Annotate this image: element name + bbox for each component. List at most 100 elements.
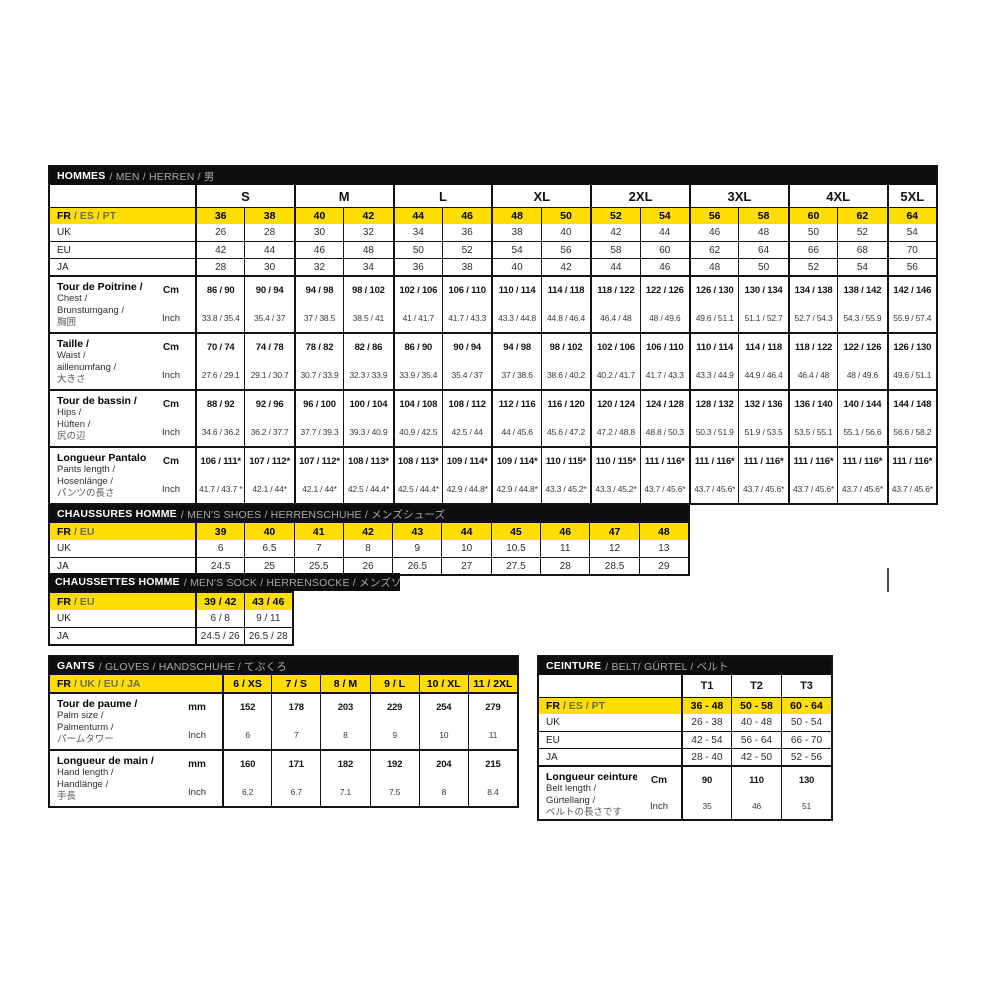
hommes-value-top: 70 / 74 <box>206 342 235 354</box>
belt-unit-cell: Cm Inch <box>637 767 681 819</box>
hommes-value-bottom: 37 / 38.6 <box>501 370 533 381</box>
hommes-value-top: 74 / 78 <box>255 342 284 354</box>
gloves-measure-value-cell: 215 8.4 <box>467 751 517 806</box>
gloves-measure-value-cell: 160 6.2 <box>222 751 271 806</box>
hommes-value-bottom: 30.7 / 33.9 <box>300 370 339 381</box>
hommes-measure-value-cell: 114 / 118 44.8 / 46.4 <box>540 277 590 332</box>
hommes-measure-value-cell: 106 / 111* 41.7 / 43.7 * <box>195 448 244 503</box>
hommes-value-top: 78 / 82 <box>305 342 334 354</box>
belt-value-cell: 28 - 40 <box>681 749 731 765</box>
hommes-value-bottom: 39.3 / 40.9 <box>349 427 388 438</box>
hommes-value-top: 106 / 110 <box>646 342 684 354</box>
gloves-measure-value-cell: 152 6 <box>222 694 271 749</box>
hommes-value-bottom: 48 / 49.6 <box>846 370 879 381</box>
belt-fr-label-secondary: / ES / PT <box>563 700 606 712</box>
hommes-value-cell: 30 <box>293 224 343 241</box>
hommes-unit-bottom: Inch <box>162 483 180 495</box>
shoes-value-cell: 9 <box>392 540 441 557</box>
shoes-row-uk: UK 6 6.5 7 8 9 10 10.5 11 12 13 <box>50 540 688 557</box>
hommes-value-cell: 50 <box>787 224 837 241</box>
hommes-value-top: 138 / 142 <box>843 285 882 297</box>
hommes-measure-value-cell: 111 / 116* 43.7 / 45.6* <box>787 448 837 503</box>
hommes-value-cell: 52 <box>442 242 491 258</box>
hommes-measure-value-cell: 90 / 94 35.4 / 37 <box>442 334 491 389</box>
hommes-value-top: 110 / 115* <box>595 456 637 468</box>
shoes-size-cell: 47 <box>589 523 639 540</box>
hommes-measure-label-line: Brunstumgang / <box>57 305 125 316</box>
gloves-measure-label: Longueur de main / Hand length / Handlänge… <box>50 751 172 806</box>
hommes-value-cell: 38 <box>491 224 540 241</box>
shoes-value-cell: 26.5 <box>392 558 441 574</box>
gloves-size-cell: 11 / 2XL <box>467 675 517 692</box>
hommes-measure-label-line: Hüften / <box>57 419 91 430</box>
hommes-value-bottom: 55.1 / 56.6 <box>843 427 882 438</box>
gloves-measure-value-cell: 182 7.1 <box>320 751 369 806</box>
belt-value-bottom: 51 <box>801 801 812 811</box>
belt-row-uk: UK 26 - 38 40 - 48 50 - 54 <box>539 714 831 731</box>
shoes-value-cell: 27 <box>441 558 490 574</box>
hommes-unit-top: Cm <box>162 456 180 468</box>
hommes-measure-value-cell: 126 / 130 49.6 / 51.1 <box>689 277 738 332</box>
hommes-value-cell: 52 <box>787 259 837 275</box>
gloves-measure-value-cell: 229 9 <box>369 694 419 749</box>
hommes-value-cell: 42 <box>540 259 590 275</box>
belt-value-bottom: 46 <box>751 801 762 811</box>
hommes-measure-label-line: Waist / <box>57 350 86 361</box>
gloves-value-top: 203 <box>337 702 354 714</box>
hommes-measure-value-cell: 96 / 100 37.7 / 39.3 <box>293 391 343 446</box>
hommes-value-top: 94 / 98 <box>503 342 531 354</box>
hommes-measure-value-cell: 142 / 146 55.9 / 57.4 <box>886 277 936 332</box>
hommes-measure-value-cell: 122 / 126 48 / 49.6 <box>837 334 886 389</box>
hommes-row-label: EU <box>57 244 71 256</box>
gloves-measure-label-line: パームタワー <box>57 734 114 745</box>
hommes-value-top: 122 / 126 <box>645 285 684 297</box>
hommes-value-bottom: 42.5 / 44 <box>451 427 483 438</box>
socks-value-cell: 24.5 / 26 <box>195 628 244 644</box>
belt-measure-label: Longueur ceinture / Belt length / Gürtella… <box>539 767 637 819</box>
hommes-value-top: 144 / 148 <box>893 399 932 411</box>
shoes-region-rows: UK 6 6.5 7 8 9 10 10.5 11 12 13 JA 24.5 25 25.5 26 26.5 2… <box>50 540 688 574</box>
hommes-value-top: 111 / 116* <box>892 456 933 468</box>
shoes-size-cell: 41 <box>293 523 343 540</box>
hommes-value-bottom: 35.4 / 37 <box>253 313 286 324</box>
hommes-value-cell: 60 <box>639 242 689 258</box>
hommes-value-bottom: 32.3 / 33.9 <box>349 370 388 381</box>
hommes-value-cell: 64 <box>738 242 787 258</box>
hommes-value-bottom: 42.5 / 44.4* <box>397 484 439 495</box>
hommes-value-cell: 50 <box>392 242 442 258</box>
gloves-measure-value-cell: 192 7.5 <box>369 751 419 806</box>
hommes-value-bottom: 43.7 / 45.6* <box>841 484 883 495</box>
gloves-size-cell: 9 / L <box>369 675 419 692</box>
gloves-measure-label-line: Handlänge / <box>57 779 109 790</box>
shoes-value-cell: 6.5 <box>244 540 293 557</box>
hommes-size-cell: 36 <box>195 208 245 224</box>
hommes-value-top: 136 / 140 <box>794 399 833 411</box>
gloves-fr-label-main: FR <box>57 677 71 690</box>
hommes-value-bottom: 37 / 38.5 <box>303 313 336 324</box>
belt-size-col-t1: T1 <box>681 675 731 697</box>
hommes-size-cell: 54 <box>639 208 689 224</box>
hommes-value-bottom: 46.4 / 48 <box>797 370 830 381</box>
hommes-size-cell: 62 <box>837 208 887 224</box>
socks-title: CHAUSSETTES HOMME <box>55 576 180 588</box>
hommes-region-rows: UK 26 28 30 32 34 36 38 40 42 44 46 48 50 52 54 EU 42 44 46… <box>50 224 936 275</box>
shoes-value-cell: 25.5 <box>293 558 343 574</box>
hommes-value-cell: 34 <box>343 259 392 275</box>
hommes-unit-bottom: Inch <box>162 369 180 381</box>
belt-region-rows: UK 26 - 38 40 - 48 50 - 54 EU 42 - 54 56 - 64 6… <box>539 714 831 765</box>
hommes-value-top: 134 / 138 <box>794 285 833 297</box>
socks-size-cell: 43 / 46 <box>243 593 292 610</box>
hommes-value-top: 116 / 120 <box>547 399 585 411</box>
shoes-value-cell: 25 <box>244 558 293 574</box>
hommes-value-bottom: 51.9 / 53.5 <box>744 427 783 438</box>
hommes-value-top: 111 / 116* <box>644 456 685 468</box>
hommes-value-bottom: 41.7 / 43.3 <box>645 370 684 381</box>
gloves-value-top: 279 <box>485 702 501 714</box>
hommes-value-top: 126 / 130 <box>695 285 734 297</box>
gloves-measure-label-line: 手長 <box>57 791 77 802</box>
shoes-fr-row: FR / EU 39 40 41 42 43 44 45 46 47 48 <box>50 523 688 540</box>
shoes-value-cell: 13 <box>638 540 688 557</box>
hommes-value-bottom: 40.2 / 41.7 <box>596 370 635 381</box>
socks-row-label: UK <box>57 613 71 624</box>
hommes-fr-label-cell: FR / ES / PT <box>50 208 195 224</box>
